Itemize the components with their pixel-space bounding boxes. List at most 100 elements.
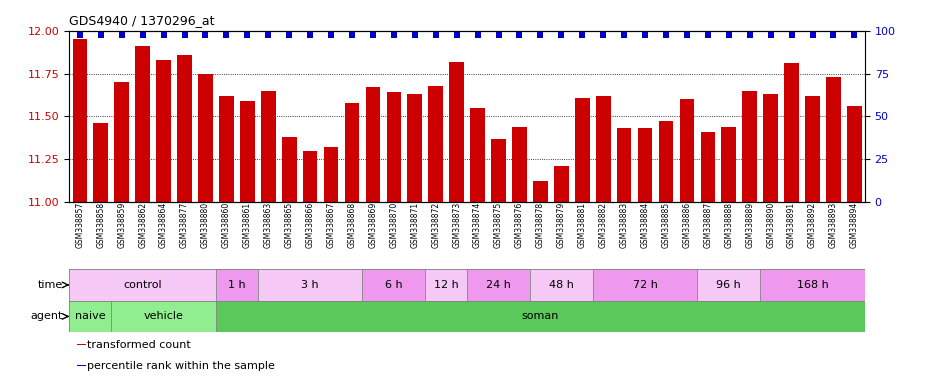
- Text: GSM338885: GSM338885: [661, 202, 671, 248]
- Text: GSM338888: GSM338888: [724, 202, 734, 248]
- Text: 48 h: 48 h: [549, 280, 574, 290]
- Text: 168 h: 168 h: [796, 280, 829, 290]
- Text: GDS4940 / 1370296_at: GDS4940 / 1370296_at: [69, 14, 215, 27]
- Bar: [700, 132, 715, 202]
- Text: 96 h: 96 h: [717, 280, 741, 290]
- Bar: [93, 123, 108, 202]
- Text: GSM338893: GSM338893: [829, 202, 838, 248]
- Bar: [593, 269, 697, 301]
- Bar: [450, 61, 464, 202]
- Text: percentile rank within the sample: percentile rank within the sample: [87, 361, 276, 371]
- Text: GSM338858: GSM338858: [96, 202, 105, 248]
- Bar: [847, 106, 862, 202]
- Bar: [763, 94, 778, 202]
- Text: transformed count: transformed count: [87, 339, 191, 349]
- Bar: [722, 127, 736, 202]
- Bar: [219, 96, 234, 202]
- Bar: [387, 93, 401, 202]
- Text: 6 h: 6 h: [385, 280, 402, 290]
- Bar: [805, 96, 820, 202]
- Text: time: time: [38, 280, 63, 290]
- Bar: [72, 39, 87, 202]
- Text: GSM338882: GSM338882: [598, 202, 608, 248]
- Text: GSM338880: GSM338880: [201, 202, 210, 248]
- Text: GSM338878: GSM338878: [536, 202, 545, 248]
- Text: GSM338883: GSM338883: [620, 202, 629, 248]
- Text: soman: soman: [522, 311, 559, 321]
- Bar: [407, 94, 422, 202]
- Bar: [530, 269, 593, 301]
- Text: GSM338864: GSM338864: [159, 202, 168, 248]
- Bar: [240, 101, 254, 202]
- Bar: [78, 365, 86, 366]
- Text: GSM338875: GSM338875: [494, 202, 503, 248]
- Text: GSM338892: GSM338892: [808, 202, 817, 248]
- Text: vehicle: vehicle: [143, 311, 183, 321]
- Text: 3 h: 3 h: [302, 280, 319, 290]
- Bar: [467, 269, 530, 301]
- Bar: [697, 269, 760, 301]
- Text: GSM338891: GSM338891: [787, 202, 796, 248]
- Bar: [680, 99, 695, 202]
- Text: GSM338867: GSM338867: [327, 202, 336, 248]
- Text: GSM338859: GSM338859: [117, 202, 126, 248]
- Bar: [302, 151, 317, 202]
- Bar: [426, 269, 467, 301]
- Text: control: control: [123, 280, 162, 290]
- Bar: [365, 87, 380, 202]
- Bar: [198, 73, 213, 202]
- Bar: [69, 301, 111, 332]
- Text: GSM338881: GSM338881: [578, 202, 586, 248]
- Bar: [575, 98, 589, 202]
- Bar: [760, 269, 865, 301]
- Bar: [261, 91, 276, 202]
- Text: GSM338857: GSM338857: [75, 202, 84, 248]
- Bar: [345, 103, 359, 202]
- Bar: [491, 139, 506, 202]
- Text: GSM338868: GSM338868: [348, 202, 356, 248]
- Text: GSM338890: GSM338890: [766, 202, 775, 248]
- Bar: [282, 137, 297, 202]
- Bar: [743, 91, 757, 202]
- Text: GSM338869: GSM338869: [368, 202, 377, 248]
- Bar: [216, 301, 865, 332]
- Text: GSM338866: GSM338866: [305, 202, 314, 248]
- Text: naive: naive: [75, 311, 105, 321]
- Bar: [363, 269, 426, 301]
- Text: GSM338871: GSM338871: [411, 202, 419, 248]
- Text: GSM338876: GSM338876: [515, 202, 524, 248]
- Bar: [617, 128, 632, 202]
- Bar: [78, 344, 86, 345]
- Bar: [512, 127, 526, 202]
- Text: GSM338860: GSM338860: [222, 202, 231, 248]
- Bar: [784, 63, 799, 202]
- Text: GSM338889: GSM338889: [746, 202, 754, 248]
- Bar: [324, 147, 339, 202]
- Text: GSM338886: GSM338886: [683, 202, 691, 248]
- Bar: [135, 46, 150, 202]
- Text: agent: agent: [31, 311, 63, 321]
- Bar: [69, 269, 216, 301]
- Bar: [596, 96, 611, 202]
- Text: GSM338894: GSM338894: [850, 202, 859, 248]
- Bar: [470, 108, 485, 202]
- Bar: [115, 82, 129, 202]
- Text: GSM338863: GSM338863: [264, 202, 273, 248]
- Text: GSM338877: GSM338877: [180, 202, 189, 248]
- Bar: [428, 86, 443, 202]
- Text: 24 h: 24 h: [487, 280, 511, 290]
- Text: 72 h: 72 h: [633, 280, 658, 290]
- Bar: [111, 301, 216, 332]
- Bar: [216, 269, 258, 301]
- Text: GSM338884: GSM338884: [641, 202, 649, 248]
- Text: 12 h: 12 h: [434, 280, 459, 290]
- Text: GSM338870: GSM338870: [389, 202, 399, 248]
- Bar: [258, 269, 363, 301]
- Text: 1 h: 1 h: [228, 280, 246, 290]
- Text: GSM338861: GSM338861: [243, 202, 252, 248]
- Text: GSM338862: GSM338862: [138, 202, 147, 248]
- Bar: [659, 121, 673, 202]
- Text: GSM338887: GSM338887: [703, 202, 712, 248]
- Bar: [178, 55, 191, 202]
- Bar: [156, 60, 171, 202]
